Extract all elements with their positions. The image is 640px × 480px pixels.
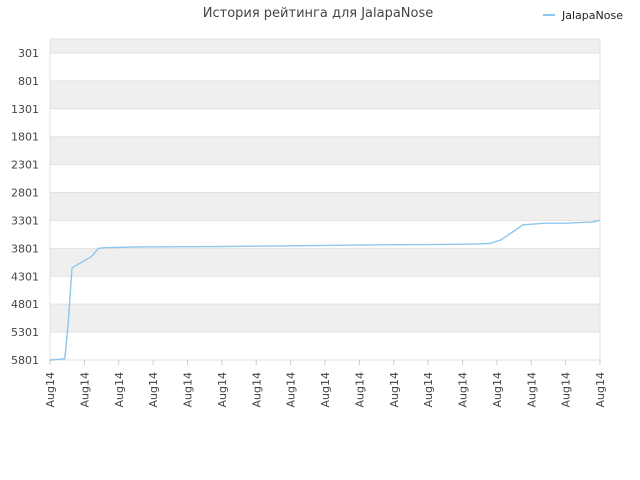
data-point [137, 246, 139, 248]
x-tick-label: Aug14 [319, 372, 332, 407]
series-group [49, 219, 601, 361]
plot-band [50, 108, 600, 137]
y-tick-label: 3801 [11, 242, 39, 255]
x-tick-label: Aug14 [182, 372, 195, 407]
data-point [577, 222, 579, 224]
plot-band [50, 332, 600, 360]
y-tick-label: 801 [18, 75, 39, 88]
data-point [489, 242, 491, 245]
y-tick-label: 2301 [11, 159, 39, 172]
y-axis: 301 801 1301 1801 2301 2801 3301 3801 4301 4801 53… [11, 47, 39, 367]
data-point [97, 247, 99, 249]
x-tick-label: Aug14 [560, 372, 573, 407]
data-point [566, 222, 568, 224]
x-tick-label: Aug14 [250, 372, 263, 407]
legend: JalapaNose [543, 9, 623, 22]
x-tick-label: Aug14 [491, 372, 504, 407]
x-tick-label: Aug14 [457, 372, 470, 407]
plot-background-bands [49, 38, 601, 361]
y-tick-label: 4801 [11, 298, 39, 311]
y-tick-label: 2801 [11, 187, 39, 200]
data-point [368, 244, 370, 246]
x-tick-label: Aug14 [147, 372, 160, 407]
data-point [500, 239, 502, 241]
data-point [49, 359, 51, 361]
y-tick-label: 4301 [11, 270, 39, 283]
x-tick-label: Aug14 [525, 372, 538, 407]
data-point [90, 256, 92, 258]
y-tick-label: 5301 [11, 326, 39, 339]
plot-band [50, 136, 600, 165]
plot-band [50, 220, 600, 249]
plot-band [50, 39, 600, 53]
data-point [291, 245, 293, 247]
x-tick-label: Aug14 [594, 372, 607, 407]
plot-band [50, 248, 600, 277]
y-tick-label: 5801 [11, 354, 39, 367]
plot-band [50, 80, 600, 109]
x-tick-label: Aug14 [113, 372, 126, 407]
data-point [71, 267, 73, 269]
data-point [67, 323, 69, 325]
x-tick-label: Aug14 [353, 372, 366, 407]
series-line-jalapanose [49, 219, 601, 361]
data-point [591, 221, 593, 223]
data-point [544, 222, 546, 224]
plot-band [50, 192, 600, 221]
plot-band [50, 52, 600, 81]
y-tick-label: 1801 [11, 131, 39, 144]
x-tick-label: Aug14 [78, 372, 91, 407]
plot-band [50, 304, 600, 333]
x-tick-label: Aug14 [388, 372, 401, 407]
y-tick-label: 1301 [11, 103, 39, 116]
data-point [104, 247, 106, 249]
data-point [599, 219, 601, 221]
x-tick-label: Aug14 [216, 372, 229, 407]
plot-band [50, 276, 600, 305]
y-tick-label: 3301 [11, 214, 39, 227]
data-point [522, 224, 524, 226]
x-axis: Aug14 Aug14 Aug14 Aug14 Aug14 Aug14 Aug14 Aug14… [44, 360, 607, 407]
legend-label: JalapaNose [561, 9, 623, 22]
x-tick-label: Aug14 [285, 372, 298, 407]
data-point [445, 243, 447, 245]
chart-title: История рейтинга для JalapaNose [203, 6, 434, 21]
data-point [64, 358, 66, 360]
x-tick-label: Aug14 [422, 372, 435, 407]
data-point [214, 246, 216, 248]
y-tick-label: 301 [18, 47, 39, 60]
x-tick-label: Aug14 [44, 372, 57, 407]
data-point [478, 243, 480, 245]
plot-band [50, 164, 600, 193]
data-point [95, 251, 97, 253]
